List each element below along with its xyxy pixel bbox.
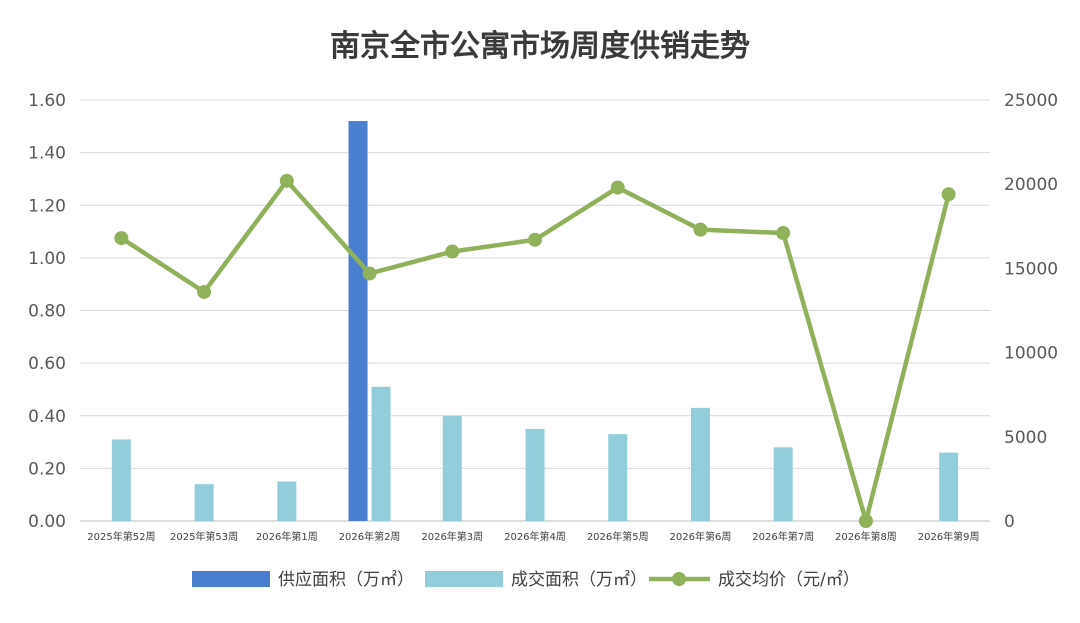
x-tick-label: 2026年第2周 xyxy=(339,530,401,543)
price-point xyxy=(858,514,873,528)
price-point xyxy=(445,244,460,259)
x-tick-label: 2025年第52周 xyxy=(87,530,155,543)
left-tick-label: 0.00 xyxy=(28,512,66,532)
left-tick-label: 0.60 xyxy=(28,354,66,374)
right-axis-ticks: 0 5000 10000 15000 20000 25000 xyxy=(1004,91,1058,532)
price-point xyxy=(197,284,212,299)
legend-marker-price xyxy=(672,572,686,586)
sales-bar xyxy=(371,386,391,521)
supply-bar xyxy=(348,121,368,522)
right-tick-label: 0 xyxy=(1004,512,1015,532)
price-point xyxy=(776,226,791,241)
legend-label-price: 成交均价（元/㎡） xyxy=(718,570,860,590)
right-tick-label: 10000 xyxy=(1004,344,1058,364)
right-tick-label: 5000 xyxy=(1004,428,1047,448)
x-tick-label: 2026年第4周 xyxy=(504,530,566,543)
bars xyxy=(111,121,959,522)
right-tick-label: 15000 xyxy=(1004,259,1058,279)
x-tick-label: 2026年第6周 xyxy=(670,530,732,543)
price-point xyxy=(610,180,625,195)
x-tick-label: 2026年第9周 xyxy=(918,530,980,543)
price-point xyxy=(279,173,294,188)
left-tick-label: 1.40 xyxy=(28,144,66,164)
sales-bar xyxy=(442,415,462,521)
x-axis-ticks: 2025年第52周 2025年第53周 2026年第1周 2026年第2周 2026年第… xyxy=(87,530,979,543)
sales-bar xyxy=(277,481,297,521)
left-tick-label: 0.20 xyxy=(28,459,66,479)
sales-bar xyxy=(608,434,628,521)
left-tick-label: 0.40 xyxy=(28,407,66,427)
right-tick-label: 25000 xyxy=(1004,91,1058,111)
sales-bar xyxy=(773,447,793,521)
x-tick-label: 2026年第1周 xyxy=(256,530,318,543)
x-tick-label: 2025年第53周 xyxy=(170,530,238,543)
price-line xyxy=(114,173,956,528)
right-tick-label: 20000 xyxy=(1004,175,1058,195)
price-point xyxy=(941,187,956,202)
sales-bar xyxy=(194,484,214,521)
legend-swatch-sales xyxy=(425,571,503,587)
legend-label-supply: 供应面积（万㎡） xyxy=(278,570,414,590)
price-point xyxy=(693,222,708,237)
sales-bar xyxy=(525,428,545,521)
x-tick-label: 2026年第3周 xyxy=(421,530,483,543)
sales-bar xyxy=(690,407,710,521)
left-tick-label: 1.00 xyxy=(28,249,66,269)
legend: 供应面积（万㎡） 成交面积（万㎡） 成交均价（元/㎡） xyxy=(192,570,860,590)
x-tick-label: 2026年第5周 xyxy=(587,530,649,543)
legend-swatch-supply xyxy=(192,571,270,587)
price-point xyxy=(362,266,377,281)
sales-bar xyxy=(111,439,131,521)
left-tick-label: 0.80 xyxy=(28,302,66,322)
chart-title: 南京全市公寓市场周度供销走势 xyxy=(330,29,750,64)
legend-label-sales: 成交面积（万㎡） xyxy=(511,570,647,590)
left-axis-ticks: 0.00 0.20 0.40 0.60 0.80 1.00 1.20 1.40 1.60 xyxy=(28,91,66,532)
price-point xyxy=(528,232,542,247)
sales-bar xyxy=(939,452,959,521)
left-tick-label: 1.60 xyxy=(28,91,66,111)
left-tick-label: 1.20 xyxy=(28,196,66,216)
x-tick-label: 2026年第7周 xyxy=(752,530,814,543)
x-tick-label: 2026年第8周 xyxy=(835,530,897,543)
price-point xyxy=(114,231,129,246)
